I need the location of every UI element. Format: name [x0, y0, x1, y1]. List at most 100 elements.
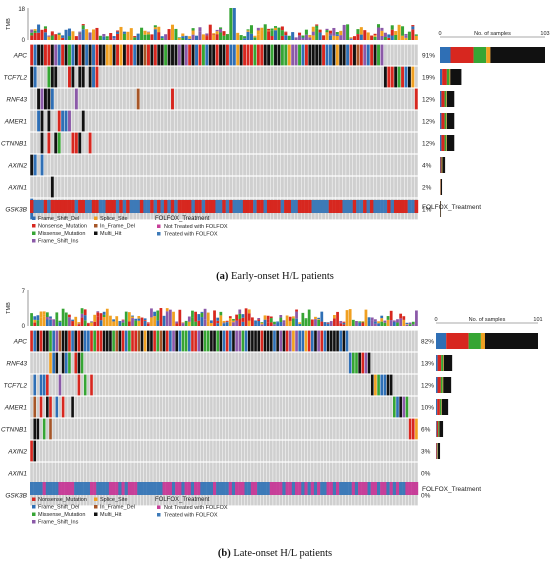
- cell-1-3-42: [162, 396, 166, 418]
- cell-1-2-44: [169, 374, 172, 396]
- cell-0-1-68: [263, 66, 267, 88]
- annotation-cell-1-46: [175, 482, 179, 495]
- cell-0-3-90: [339, 110, 343, 132]
- cell-0-4-2: [37, 132, 41, 154]
- cell-1-5-90: [314, 440, 317, 462]
- cell-1-3-3: [39, 396, 43, 418]
- cell-1-5-77: [273, 440, 276, 462]
- cell-1-5-94: [326, 440, 330, 462]
- cell-0-1-75: [287, 66, 291, 88]
- tmb-bar-1-15-0: [77, 324, 81, 326]
- cell-1-0-37: [146, 330, 150, 352]
- cell-1-6-7: [52, 462, 55, 484]
- cell-1-4-65: [235, 418, 238, 440]
- cell-0-0-1: [33, 44, 37, 66]
- tmb-bar-1-39-0: [153, 316, 156, 326]
- cell-0-5-55: [219, 154, 223, 176]
- cell-1-3-10: [61, 396, 65, 418]
- cell-1-4-33: [134, 418, 138, 440]
- cell-1-6-72: [257, 462, 261, 484]
- cell-0-5-16: [85, 154, 89, 176]
- cell-1-1-11: [64, 352, 68, 374]
- cell-0-5-68: [263, 154, 267, 176]
- cell-1-6-52: [194, 462, 197, 484]
- cell-0-4-68: [263, 132, 267, 154]
- cell-0-4-99: [370, 132, 374, 154]
- cell-1-1-21: [96, 352, 100, 374]
- cell-0-1-48: [195, 66, 198, 88]
- gene-percent-0-GSK3B: 1%: [422, 207, 432, 214]
- cell-1-6-102: [352, 462, 355, 484]
- tmb-bar-1-90-0: [314, 319, 317, 326]
- tmb-bar-1-33-0: [134, 320, 138, 326]
- annotation-cell-1-10: [61, 482, 65, 495]
- cell-1-5-101: [348, 440, 352, 462]
- tmb-bar-1-53-1: [197, 316, 201, 321]
- tmb-bar-0-37-1: [157, 26, 161, 33]
- annotation-cell-1-117: [399, 482, 403, 495]
- cell-0-6-83: [315, 176, 319, 198]
- cell-0-4-62: [243, 132, 247, 154]
- cell-1-5-80: [282, 440, 286, 462]
- tmb-bar-1-91-0: [317, 319, 321, 326]
- cell-1-6-95: [329, 462, 333, 484]
- cell-1-2-120: [408, 374, 412, 396]
- tmb-bar-0-86-1: [325, 30, 329, 33]
- cell-1-3-122: [415, 396, 418, 418]
- cell-0-1-53: [212, 66, 216, 88]
- cell-1-3-29: [121, 396, 125, 418]
- tmb-bar-1-79-0: [279, 321, 283, 326]
- cell-0-4-47: [191, 132, 195, 154]
- cell-1-4-115: [393, 418, 396, 440]
- cell-1-2-77: [273, 374, 276, 396]
- legend-item-0-0: Frame_Shift_Del: [38, 216, 79, 222]
- cell-1-3-24: [105, 396, 109, 418]
- cell-0-0-68: [263, 44, 267, 66]
- cell-0-5-22: [105, 154, 109, 176]
- cell-0-2-63: [246, 88, 250, 110]
- annotation-cell-1-107: [367, 482, 371, 495]
- cell-0-0-70: [270, 44, 274, 66]
- annotation-cell-1-49: [184, 482, 188, 495]
- cell-0-0-74: [284, 44, 288, 66]
- tmb-bar-0-79-2: [301, 35, 305, 38]
- cell-1-0-5: [46, 330, 49, 352]
- cell-1-0-3: [39, 330, 43, 352]
- annotation-cell-0-23: [108, 200, 113, 213]
- cell-0-6-32: [140, 176, 144, 198]
- cell-0-6-109: [404, 176, 408, 198]
- annotation-cell-0-9: [60, 200, 65, 213]
- cell-0-2-40: [167, 88, 171, 110]
- samples-bar-0-6-4: [440, 179, 443, 195]
- cell-1-2-80: [282, 374, 286, 396]
- tmb-bar-1-53-0: [197, 320, 201, 326]
- cell-0-3-17: [88, 110, 92, 132]
- cell-1-1-108: [370, 352, 374, 374]
- cell-0-2-105: [390, 88, 394, 110]
- cell-1-3-56: [206, 396, 210, 418]
- cell-0-5-99: [370, 154, 374, 176]
- cell-1-1-118: [402, 352, 406, 374]
- cell-0-4-107: [397, 132, 401, 154]
- annotation-cell-0-92: [345, 200, 350, 213]
- cell-0-4-49: [198, 132, 202, 154]
- cell-0-3-49: [198, 110, 202, 132]
- cell-0-2-109: [404, 88, 408, 110]
- cell-1-1-46: [175, 352, 179, 374]
- cell-1-6-25: [109, 462, 112, 484]
- treatment-item-1-0: Not Treated with FOLFOX: [164, 505, 228, 511]
- cell-1-6-116: [396, 462, 399, 484]
- annotation-cell-0-20: [98, 200, 103, 213]
- cell-1-4-5: [46, 418, 49, 440]
- cell-1-2-122: [415, 374, 418, 396]
- cell-1-3-51: [191, 396, 194, 418]
- cell-1-4-60: [219, 418, 223, 440]
- cell-0-1-96: [359, 66, 363, 88]
- cell-1-6-117: [399, 462, 402, 484]
- cell-1-3-97: [336, 396, 339, 418]
- cell-1-5-114: [389, 440, 393, 462]
- tmb-bar-0-43-0: [177, 37, 181, 40]
- cell-0-5-82: [311, 154, 315, 176]
- annotation-cell-1-56: [206, 482, 211, 495]
- tmb-bar-0-14-2: [78, 31, 82, 33]
